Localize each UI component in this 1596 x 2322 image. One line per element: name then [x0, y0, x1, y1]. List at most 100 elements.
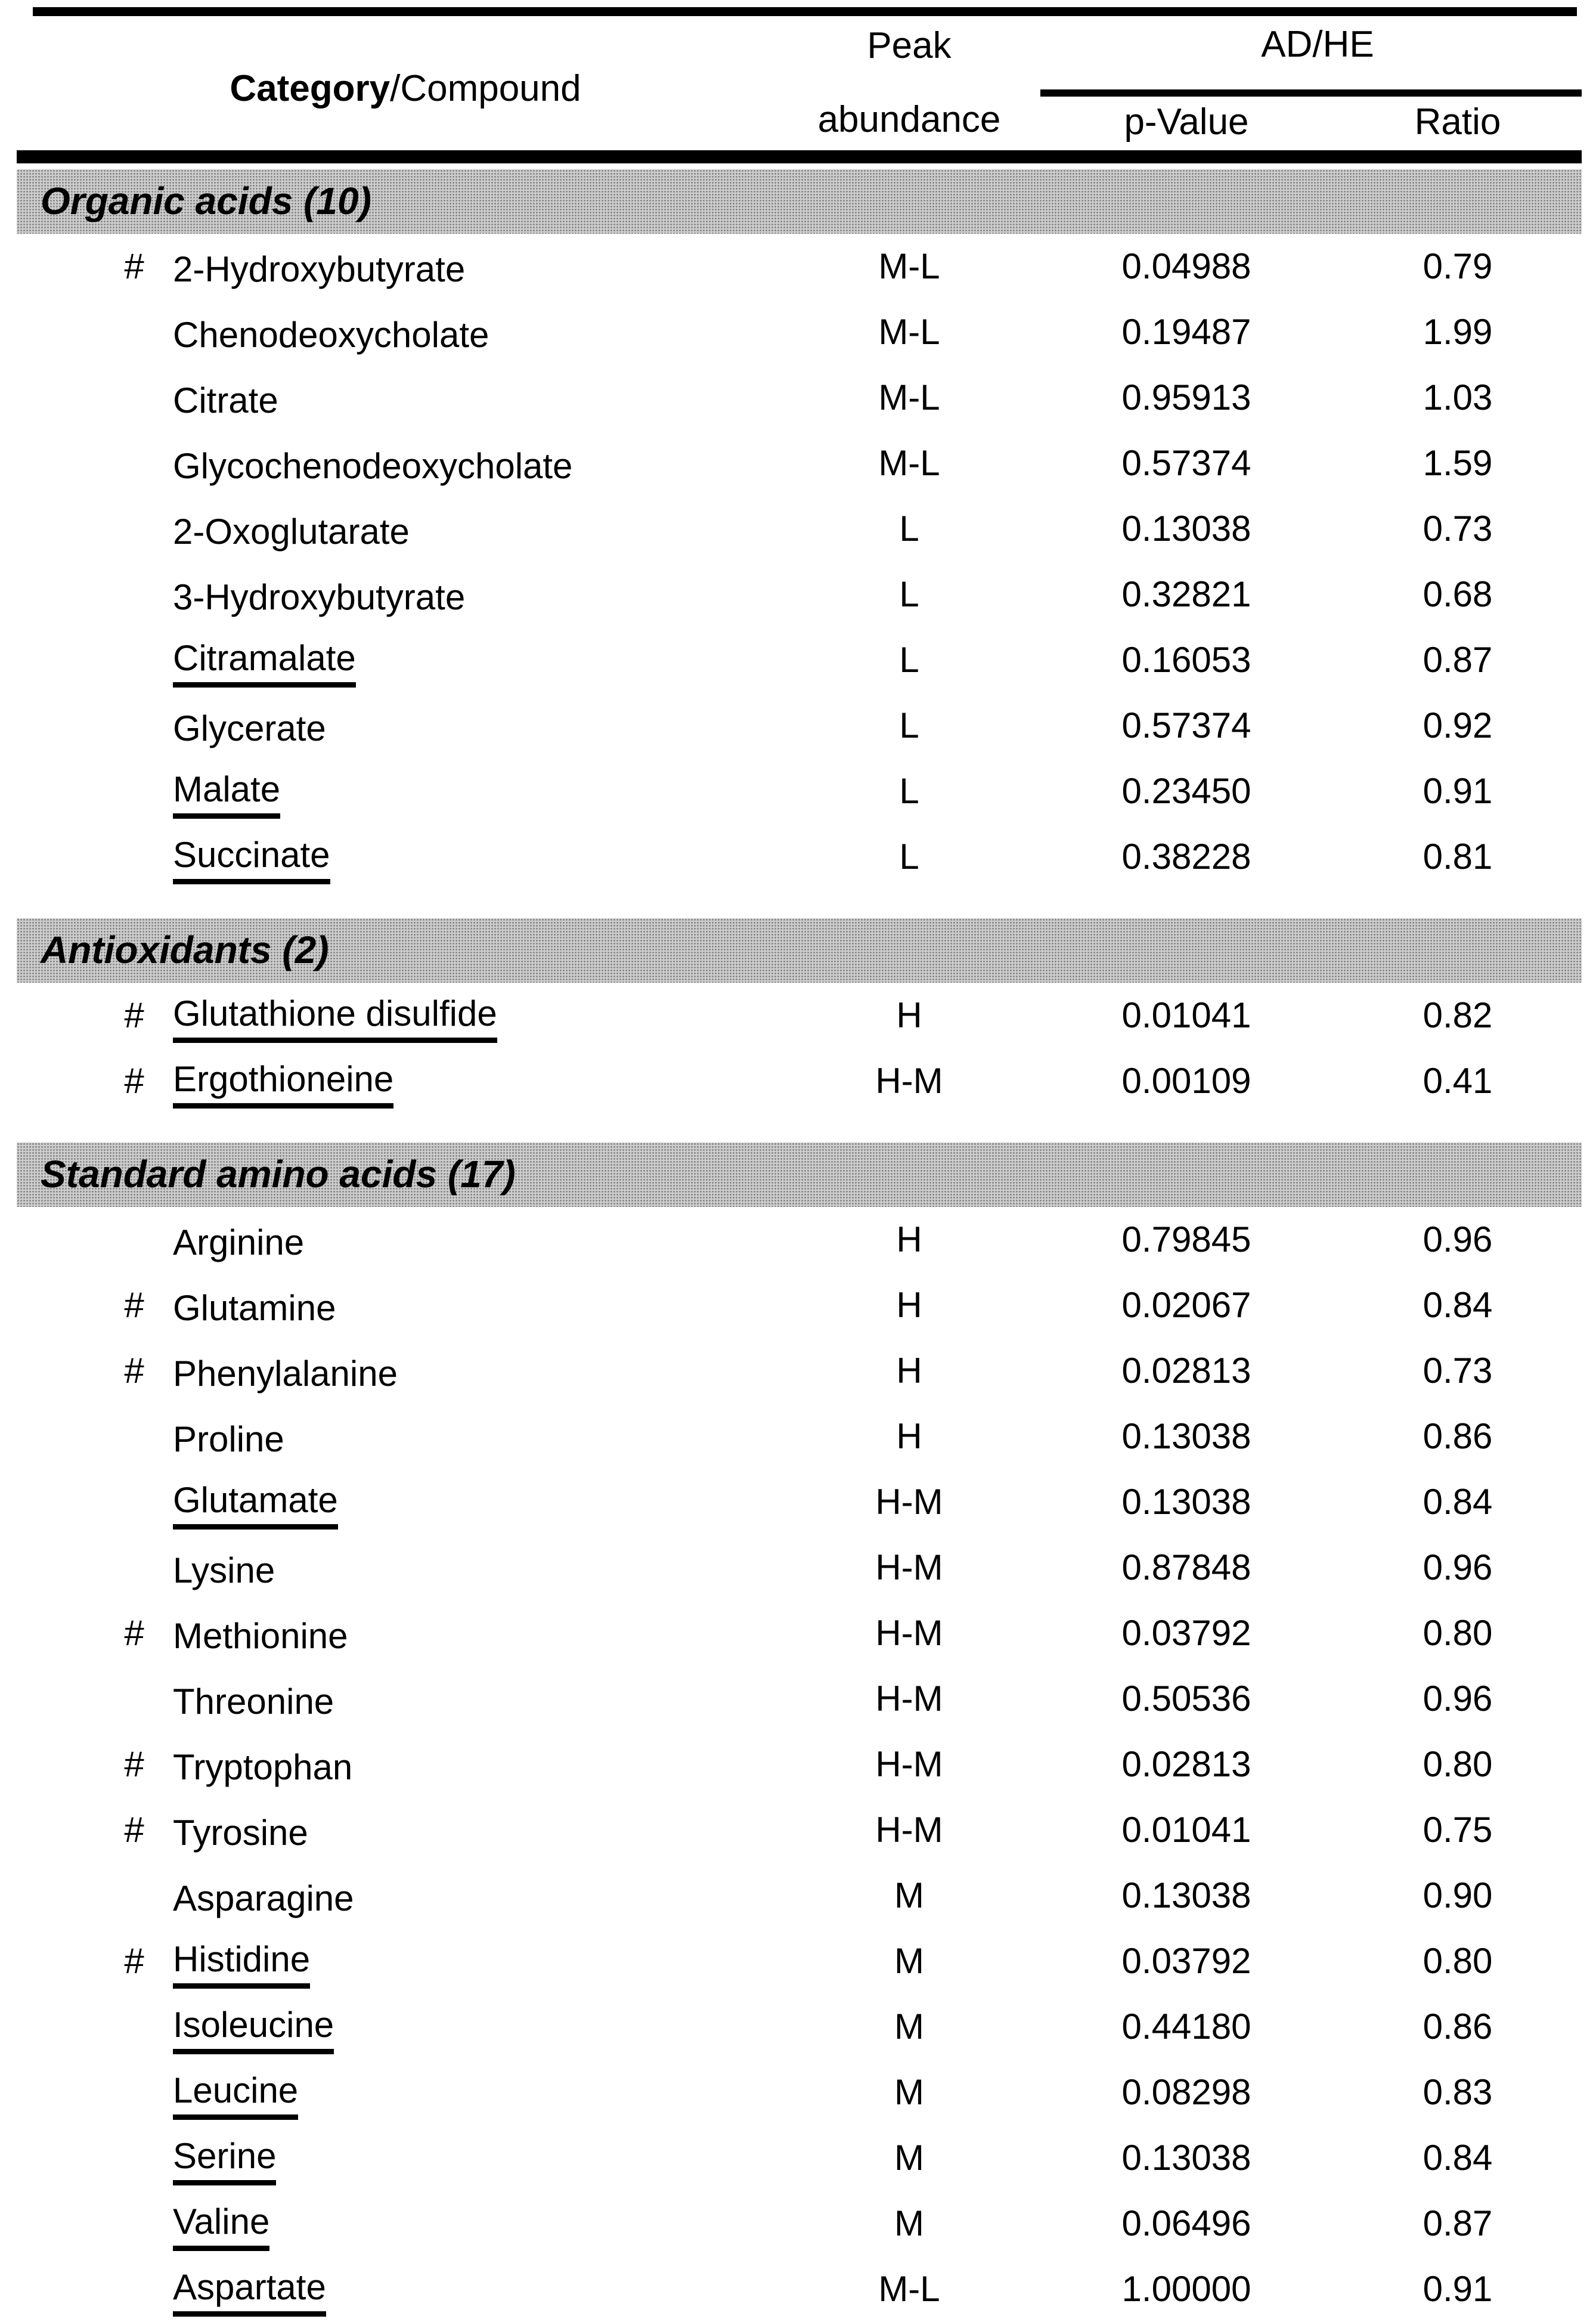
table-row: Citramalate L 0.16053 0.87	[0, 627, 1596, 693]
p-value: 0.16053	[1121, 640, 1251, 680]
ratio-value: 0.86	[1423, 1416, 1493, 1456]
section-title: Antioxidants (2)	[41, 928, 329, 971]
table-row: Arginine H 0.79845 0.96	[0, 1207, 1596, 1273]
compound-name-cell: Methionine	[173, 1600, 348, 1666]
compound-name-cell: 2-Oxoglutarate	[173, 496, 410, 562]
compound-name: Glutamate	[173, 1479, 338, 1530]
compound-name-cell: Asparagine	[173, 1863, 354, 1928]
p-value: 0.02813	[1121, 1351, 1251, 1391]
compound-name-cell: Arginine	[173, 1207, 304, 1273]
compound-name: Glycerate	[173, 708, 326, 748]
table-row: Glycochenodeoxycholate M-L 0.57374 1.59	[0, 431, 1596, 496]
p-value: 0.06496	[1121, 2203, 1251, 2243]
compound-name-cell: 3-Hydroxybutyrate	[173, 562, 465, 627]
peak-abundance-value: H-M	[875, 1547, 943, 1587]
ratio-value: 0.87	[1423, 2203, 1493, 2243]
peak-abundance-value: H	[896, 1416, 922, 1456]
compound-name: Valine	[173, 2201, 270, 2252]
table-row: Glutamate H-M 0.13038 0.84	[0, 1469, 1596, 1535]
compound-name: Arginine	[173, 1222, 305, 1262]
compound-name: Phenylalanine	[173, 1353, 398, 1394]
table-row: # Glutamine H 0.02067 0.84	[0, 1273, 1596, 1338]
table-row: 3-Hydroxybutyrate L 0.32821 0.68	[0, 562, 1596, 627]
p-value: 0.04988	[1121, 246, 1251, 286]
peak-abundance-value: M	[894, 1875, 924, 1915]
peak-abundance-value: L	[899, 509, 919, 549]
significance-hash-marker: #	[124, 995, 144, 1035]
p-value: 0.13038	[1121, 2138, 1251, 2178]
p-value: 0.32821	[1121, 574, 1251, 614]
peak-abundance-value: M-L	[878, 246, 940, 286]
peak-abundance-value: H	[896, 1219, 922, 1259]
compound-name-cell: Valine	[173, 2191, 270, 2256]
table-row: # Glutathione disulfide H 0.01041 0.82	[0, 983, 1596, 1048]
column-group-header-ad-he: AD/HE	[1261, 24, 1374, 65]
table-row: # Ergothioneine H-M 0.00109 0.41	[0, 1048, 1596, 1114]
peak-abundance-value: M	[894, 2007, 924, 2047]
p-value: 0.38228	[1121, 837, 1251, 877]
table-row: # Tryptophan H-M 0.02813 0.80	[0, 1732, 1596, 1797]
p-value: 0.13038	[1121, 1482, 1251, 1522]
compound-name: Proline	[173, 1419, 284, 1459]
compound-name: Threonine	[173, 1681, 334, 1722]
ratio-value: 0.87	[1423, 640, 1493, 680]
section-title: Standard amino acids (17)	[41, 1153, 516, 1196]
peak-abundance-value: M-L	[878, 312, 940, 352]
p-value: 0.13038	[1121, 1875, 1251, 1915]
ratio-value: 0.84	[1423, 1482, 1493, 1522]
p-value: 0.19487	[1121, 312, 1251, 352]
significance-hash-marker: #	[124, 1941, 144, 1981]
table-row: Lysine H-M 0.87848 0.96	[0, 1535, 1596, 1600]
ratio-value: 0.96	[1423, 1219, 1493, 1259]
significance-hash-marker: #	[124, 1613, 144, 1653]
compound-name-cell: Chenodeoxycholate	[173, 299, 489, 365]
compound-name-cell: 2-Hydroxybutyrate	[173, 234, 465, 299]
table-row: Aspartate M-L 1.00000 0.91	[0, 2256, 1596, 2322]
table-row: Valine M 0.06496 0.87	[0, 2191, 1596, 2256]
p-value: 0.79845	[1121, 1219, 1251, 1259]
compound-name: Aspartate	[173, 2267, 326, 2317]
section-rows: #2-Hydroxybutyrate M-L 0.04988 0.79 Chenodeo…	[0, 234, 1596, 890]
p-value: 0.03792	[1121, 1613, 1251, 1653]
peak-abundance-value: H-M	[875, 1810, 943, 1850]
table-row: #2-Hydroxybutyrate M-L 0.04988 0.79	[0, 234, 1596, 299]
ratio-value: 0.80	[1423, 1744, 1493, 1784]
table-row: Threonine H-M 0.50536 0.96	[0, 1666, 1596, 1732]
ratio-value: 0.96	[1423, 1547, 1493, 1587]
ratio-value: 0.80	[1423, 1941, 1493, 1981]
ratio-value: 0.81	[1423, 837, 1493, 877]
peak-abundance-value: H	[896, 1351, 922, 1391]
ratio-value: 1.99	[1423, 312, 1493, 352]
compound-name-cell: Lysine	[173, 1535, 275, 1600]
ratio-value: 0.90	[1423, 1875, 1493, 1915]
ratio-value: 0.83	[1423, 2072, 1493, 2112]
compound-name: Ergothioneine	[173, 1058, 394, 1109]
section-header: Standard amino acids (17)	[17, 1143, 1582, 1207]
ratio-value: 0.84	[1423, 1285, 1493, 1325]
peak-abundance-value: H-M	[875, 1613, 943, 1653]
compound-name-cell: Aspartate	[173, 2256, 326, 2322]
table-row: Glycerate L 0.57374 0.92	[0, 693, 1596, 758]
peak-abundance-value: H	[896, 995, 922, 1035]
compound-name: Asparagine	[173, 1878, 354, 1918]
table-top-rule	[33, 7, 1577, 16]
table-row: Succinate L 0.38228 0.81	[0, 824, 1596, 890]
ratio-value: 0.41	[1423, 1061, 1493, 1101]
ratio-value: 0.68	[1423, 574, 1493, 614]
compound-name: Histidine	[173, 1939, 311, 1989]
column-header-compound: /Compound	[390, 68, 581, 109]
ratio-value: 0.84	[1423, 2138, 1493, 2178]
compound-name-cell: Citrate	[173, 365, 278, 431]
significance-hash-marker: #	[124, 1285, 144, 1325]
significance-hash-marker: #	[124, 1810, 144, 1850]
peak-abundance-value: M-L	[878, 443, 940, 483]
peak-abundance-value: L	[899, 705, 919, 745]
section-rows: Arginine H 0.79845 0.96 # Glutamine H 0.02067 0.…	[0, 1207, 1596, 2322]
peak-abundance-value: M	[894, 2072, 924, 2112]
table-row: Serine M 0.13038 0.84	[0, 2125, 1596, 2191]
compound-name: Malate	[173, 769, 281, 819]
peak-abundance-value: M-L	[878, 2269, 940, 2309]
table-row: Asparagine M 0.13038 0.90	[0, 1863, 1596, 1928]
column-header-category: Category	[230, 68, 391, 109]
compound-name-cell: Tryptophan	[173, 1732, 352, 1797]
